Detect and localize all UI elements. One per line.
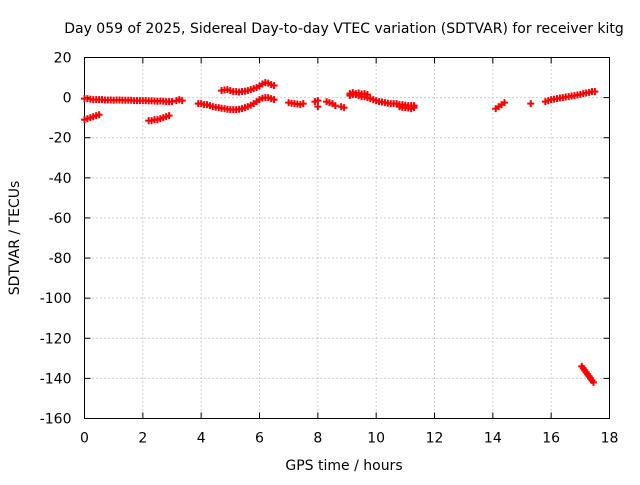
y-tick-label: -40 — [49, 171, 72, 187]
x-tick-label: 0 — [80, 431, 89, 447]
x-tick-label: 2 — [138, 431, 147, 447]
data-point — [340, 104, 348, 112]
x-tick-label: 8 — [313, 431, 322, 447]
data-point — [410, 104, 418, 112]
y-tick-label: -160 — [40, 412, 72, 428]
data-point — [363, 91, 371, 99]
data-point — [589, 378, 597, 386]
data-point — [178, 97, 186, 105]
x-tick-label: 14 — [484, 431, 502, 447]
x-tick-label: 12 — [426, 431, 444, 447]
x-tick-label: 6 — [255, 431, 264, 447]
plot-frame — [84, 57, 610, 419]
data-point — [165, 112, 173, 120]
data-point — [527, 100, 535, 108]
y-tick-label: -20 — [49, 131, 72, 147]
tick-layer — [84, 57, 610, 419]
x-tick-label: 10 — [367, 431, 385, 447]
y-tick-label: -100 — [40, 291, 72, 307]
data-point — [591, 88, 599, 96]
y-tick-label: -120 — [40, 331, 72, 347]
y-tick-label: 20 — [54, 51, 72, 67]
grid-layer — [84, 57, 610, 419]
data-point — [168, 98, 176, 106]
data-points — [81, 79, 599, 386]
data-point — [314, 103, 322, 111]
data-point — [331, 102, 339, 110]
y-tick-label: 0 — [63, 91, 72, 107]
y-axis-label: SDTVAR / TECUs — [7, 181, 23, 296]
chart-title: Day 059 of 2025, Sidereal Day-to-day VTE… — [64, 21, 624, 37]
data-point — [270, 96, 278, 104]
data-point — [501, 99, 508, 107]
data-point — [314, 97, 322, 105]
data-point — [270, 82, 278, 90]
y-tick-label: -60 — [49, 211, 72, 227]
x-tick-label: 4 — [197, 431, 206, 447]
y-tick-label: -140 — [40, 371, 72, 387]
x-tick-labels: 0 2 4 6 8 10 12 14 16 18 — [80, 431, 618, 447]
y-tick-labels: 20 0 -20 -40 -60 -80 -100 -120 -140 -160 — [40, 51, 72, 428]
x-axis-label: GPS time / hours — [285, 458, 402, 474]
data-point — [299, 100, 307, 108]
data-point — [95, 111, 103, 119]
x-tick-label: 18 — [601, 431, 619, 447]
x-tick-label: 16 — [542, 431, 560, 447]
y-tick-label: -80 — [49, 251, 72, 267]
